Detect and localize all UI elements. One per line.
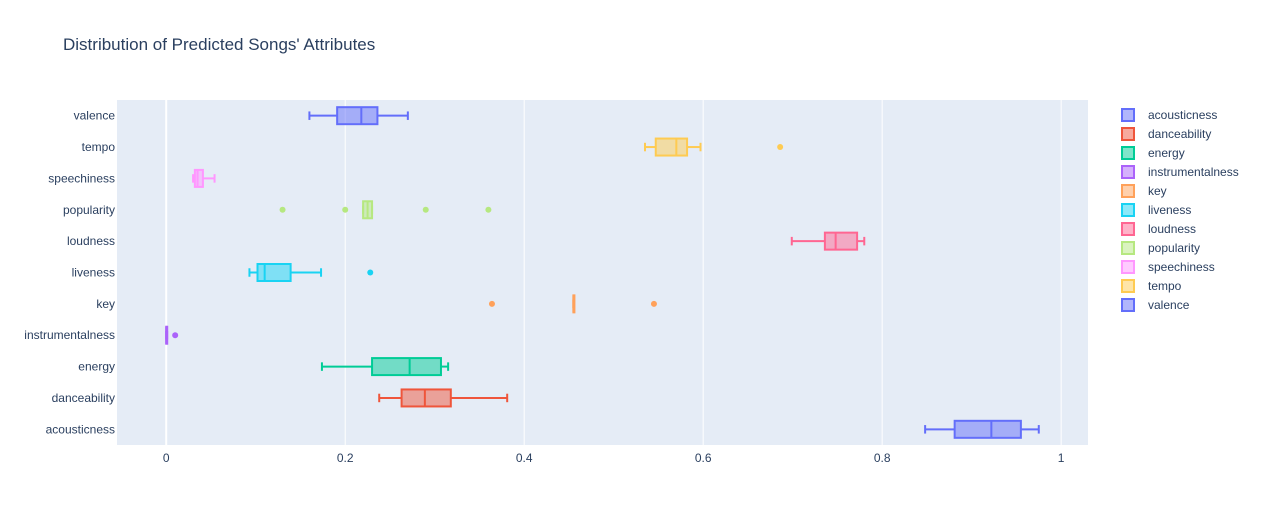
box-valence[interactable] [308, 106, 409, 126]
iqr-box [336, 106, 379, 126]
y-tick-label-loudness: loudness [67, 234, 115, 248]
legend[interactable]: acousticness danceability energy instrument… [1121, 108, 1239, 312]
legend-item-energy[interactable]: energy [1121, 146, 1185, 160]
box-acousticness[interactable] [924, 419, 1040, 439]
legend-item-tempo[interactable]: tempo [1121, 279, 1182, 293]
legend-swatch [1121, 165, 1135, 179]
legend-label: valence [1148, 298, 1190, 312]
x-tick-label: 0.4 [516, 451, 533, 465]
iqr-box [256, 263, 292, 282]
box-instrumentalness[interactable] [165, 325, 179, 345]
legend-swatch [1121, 298, 1135, 312]
legend-item-instrumentalness[interactable]: instrumentalness [1121, 165, 1239, 179]
legend-label: acousticness [1148, 108, 1217, 122]
x-tick-label: 0 [163, 451, 170, 465]
legend-label: energy [1148, 146, 1185, 160]
legend-item-danceability[interactable]: danceability [1121, 127, 1211, 141]
gridlines [165, 100, 1062, 445]
y-tick-label-acousticness: acousticness [46, 422, 115, 436]
outlier-point[interactable] [342, 206, 349, 213]
box-liveness[interactable] [248, 263, 374, 282]
outlier-point[interactable] [777, 144, 784, 151]
legend-item-loudness[interactable]: loudness [1121, 222, 1196, 236]
iqr-box [371, 357, 442, 377]
legend-label: popularity [1148, 241, 1200, 255]
y-tick-label-tempo: tempo [82, 140, 116, 154]
outlier-point[interactable] [650, 300, 657, 307]
box-loudness[interactable] [790, 231, 866, 251]
legend-item-acousticness[interactable]: acousticness [1121, 108, 1217, 122]
legend-swatch [1121, 241, 1135, 255]
legend-label: speechiness [1148, 260, 1215, 274]
outlier-point[interactable] [485, 206, 492, 213]
legend-label: liveness [1148, 203, 1191, 217]
legend-swatch [1121, 260, 1135, 274]
y-tick-label-popularity: popularity [63, 203, 115, 217]
box-speechiness[interactable] [192, 168, 216, 188]
legend-swatch [1121, 127, 1135, 141]
legend-item-valence[interactable]: valence [1121, 298, 1190, 312]
legend-item-key[interactable]: key [1121, 184, 1167, 198]
box-tempo[interactable] [644, 137, 784, 157]
x-tick-label: 0.6 [695, 451, 712, 465]
legend-item-popularity[interactable]: popularity [1121, 241, 1200, 255]
legend-item-liveness[interactable]: liveness [1121, 203, 1191, 217]
box-series-group [165, 106, 1040, 439]
iqr-box [953, 419, 1022, 439]
box-key[interactable] [488, 294, 657, 314]
legend-label: instrumentalness [1148, 165, 1239, 179]
outlier-point[interactable] [488, 300, 495, 307]
box-popularity[interactable] [279, 200, 492, 220]
iqr-box [400, 388, 452, 408]
legend-item-speechiness[interactable]: speechiness [1121, 260, 1215, 274]
x-tick-label: 1 [1058, 451, 1065, 465]
legend-label: loudness [1148, 222, 1196, 236]
y-tick-label-speechiness: speechiness [48, 171, 115, 185]
y-tick-label-instrumentalness: instrumentalness [24, 328, 115, 342]
chart-title: Distribution of Predicted Songs' Attribu… [63, 35, 375, 54]
legend-swatch [1121, 146, 1135, 160]
y-axis-ticks: acousticness danceability energy instrument… [24, 109, 115, 437]
legend-swatch [1121, 222, 1135, 236]
outlier-point[interactable] [172, 332, 179, 339]
legend-swatch [1121, 108, 1135, 122]
y-tick-label-danceability: danceability [52, 391, 115, 405]
outlier-point[interactable] [279, 206, 286, 213]
legend-swatch [1121, 203, 1135, 217]
outlier-point[interactable] [367, 269, 374, 276]
y-tick-label-energy: energy [78, 360, 115, 374]
iqr-box [654, 137, 689, 157]
x-tick-label: 0.2 [337, 451, 354, 465]
y-tick-label-valence: valence [74, 109, 116, 123]
iqr-box [823, 231, 859, 251]
x-axis-ticks: 0 0.2 0.4 0.6 0.8 1 [163, 451, 1065, 465]
legend-label: key [1148, 184, 1167, 198]
box-energy[interactable] [320, 357, 450, 377]
outlier-point[interactable] [422, 206, 429, 213]
x-tick-label: 0.8 [874, 451, 891, 465]
legend-label: danceability [1148, 127, 1211, 141]
legend-swatch [1121, 279, 1135, 293]
y-tick-label-liveness: liveness [72, 266, 115, 280]
legend-swatch [1121, 184, 1135, 198]
y-tick-label-key: key [96, 297, 115, 311]
iqr-box [193, 168, 204, 188]
legend-label: tempo [1148, 279, 1182, 293]
box-danceability[interactable] [378, 388, 509, 408]
